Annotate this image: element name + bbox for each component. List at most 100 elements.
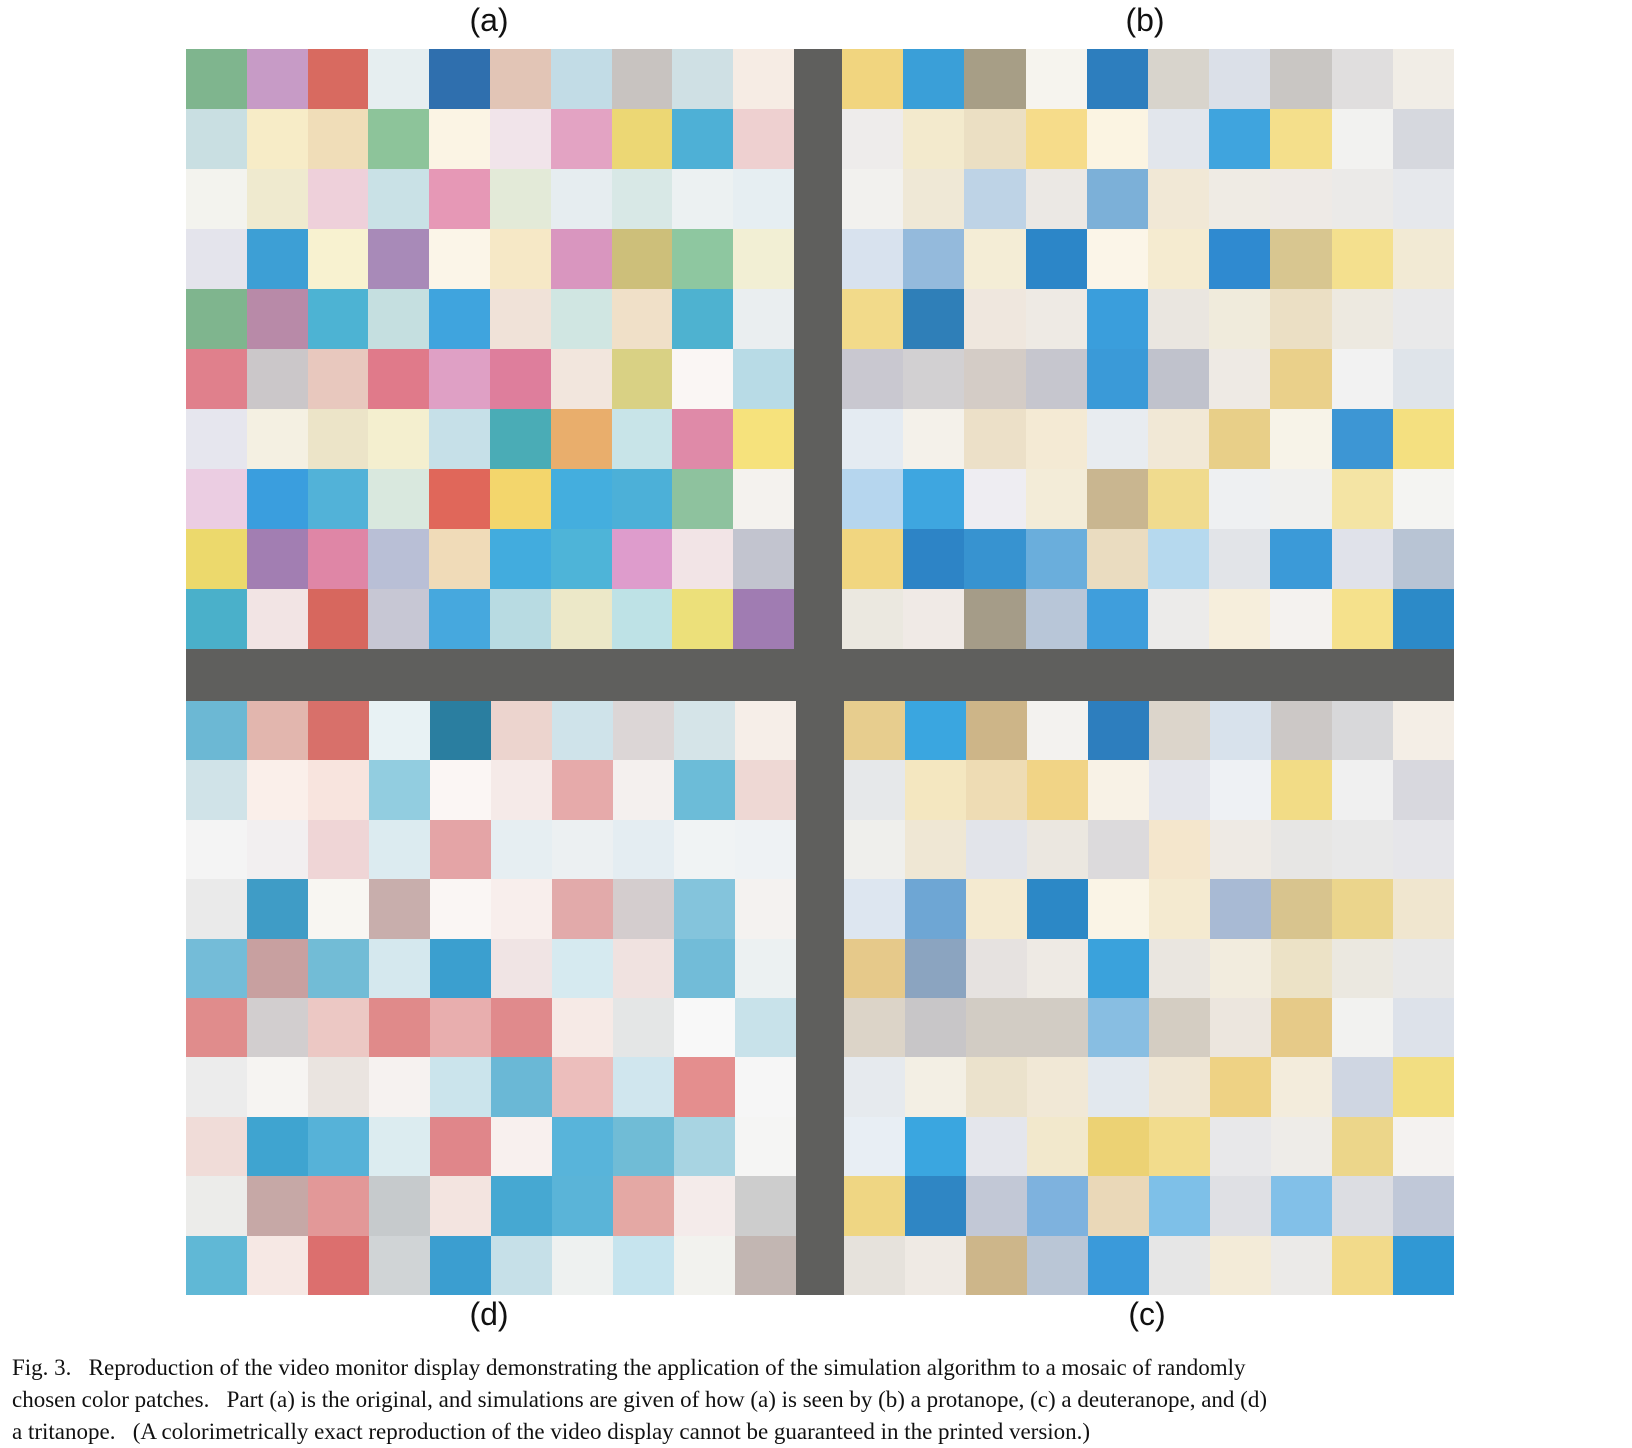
color-patch bbox=[368, 349, 430, 409]
color-patch bbox=[368, 169, 430, 229]
color-patch bbox=[369, 998, 430, 1058]
color-patch bbox=[1149, 1235, 1210, 1295]
color-patch bbox=[307, 529, 369, 589]
color-patch bbox=[1148, 589, 1210, 649]
color-patch bbox=[1027, 998, 1088, 1058]
color-patch bbox=[369, 879, 430, 939]
color-patch bbox=[247, 938, 308, 998]
color-patch bbox=[552, 701, 613, 761]
color-patch bbox=[1393, 938, 1454, 998]
color-patch bbox=[1088, 879, 1149, 939]
color-patch bbox=[1149, 938, 1210, 998]
color-patch bbox=[674, 701, 735, 761]
color-patch bbox=[1209, 49, 1271, 109]
color-patch bbox=[186, 998, 247, 1058]
color-patch bbox=[429, 109, 490, 169]
color-patch bbox=[308, 879, 369, 939]
color-patch bbox=[1149, 1116, 1210, 1177]
color-patch bbox=[369, 1057, 430, 1117]
color-patch bbox=[1270, 289, 1332, 349]
color-patch bbox=[186, 409, 247, 469]
color-patch bbox=[672, 289, 734, 349]
color-patch bbox=[430, 1235, 491, 1295]
color-patch bbox=[491, 701, 552, 761]
color-patch bbox=[369, 1116, 430, 1177]
color-patch bbox=[308, 1057, 369, 1117]
color-patch bbox=[735, 1235, 796, 1295]
color-patch bbox=[1270, 409, 1332, 469]
color-patch bbox=[489, 109, 551, 169]
color-patch bbox=[1088, 1116, 1149, 1177]
color-patch bbox=[1086, 349, 1148, 409]
color-patch bbox=[842, 229, 904, 289]
color-patch bbox=[368, 229, 430, 289]
color-patch bbox=[672, 49, 734, 109]
color-patch bbox=[905, 819, 966, 880]
color-patch bbox=[430, 701, 491, 761]
color-patch bbox=[1025, 109, 1087, 169]
color-patch bbox=[429, 289, 490, 349]
color-patch bbox=[966, 879, 1027, 939]
color-patch bbox=[733, 349, 794, 409]
color-patch bbox=[964, 529, 1026, 589]
color-patch bbox=[1331, 109, 1393, 169]
color-patch bbox=[842, 109, 904, 169]
color-patch bbox=[905, 938, 966, 998]
color-patch bbox=[903, 529, 965, 589]
color-patch bbox=[1027, 1176, 1088, 1236]
color-patch bbox=[368, 49, 430, 109]
color-patch bbox=[186, 289, 247, 349]
color-patch bbox=[903, 229, 965, 289]
color-patch bbox=[903, 589, 965, 649]
color-patch bbox=[613, 938, 674, 998]
color-patch bbox=[1149, 819, 1210, 880]
color-patch bbox=[1025, 529, 1087, 589]
color-patch bbox=[186, 529, 247, 589]
color-patch bbox=[1025, 469, 1087, 529]
color-patch bbox=[733, 289, 794, 349]
color-patch bbox=[1149, 1057, 1210, 1117]
color-patch bbox=[905, 1176, 966, 1236]
color-patch bbox=[246, 49, 308, 109]
color-patch bbox=[733, 109, 794, 169]
color-patch bbox=[842, 289, 904, 349]
color-patch bbox=[429, 229, 490, 289]
color-patch bbox=[308, 1235, 369, 1295]
color-patch bbox=[246, 169, 308, 229]
color-patch bbox=[247, 819, 308, 880]
color-patch bbox=[1270, 349, 1332, 409]
color-patch bbox=[1331, 589, 1393, 649]
color-patch bbox=[308, 760, 369, 820]
color-patch bbox=[1086, 49, 1148, 109]
color-patch bbox=[1086, 109, 1148, 169]
color-patch bbox=[429, 589, 490, 649]
color-patch bbox=[308, 938, 369, 998]
color-patch bbox=[550, 109, 612, 169]
color-patch bbox=[1210, 879, 1271, 939]
color-patch bbox=[966, 701, 1027, 761]
color-patch bbox=[186, 760, 247, 820]
color-patch bbox=[1025, 589, 1087, 649]
color-patch bbox=[550, 289, 612, 349]
color-patch bbox=[186, 1116, 247, 1177]
color-patch bbox=[735, 701, 796, 761]
color-patch bbox=[613, 1116, 674, 1177]
color-patch bbox=[1088, 1176, 1149, 1236]
color-patch bbox=[1088, 819, 1149, 880]
color-patch bbox=[903, 349, 965, 409]
color-patch bbox=[905, 879, 966, 939]
color-patch bbox=[611, 409, 673, 469]
color-patch bbox=[308, 1116, 369, 1177]
color-patch bbox=[735, 998, 796, 1058]
color-patch bbox=[735, 760, 796, 820]
color-patch bbox=[903, 169, 965, 229]
caption-line-3: a tritanope. (A colorimetrically exact r… bbox=[12, 1419, 1091, 1444]
color-patch bbox=[672, 469, 734, 529]
color-patch bbox=[1088, 938, 1149, 998]
color-patch bbox=[611, 289, 673, 349]
color-patch bbox=[1148, 529, 1210, 589]
color-patch bbox=[1209, 409, 1271, 469]
color-patch bbox=[429, 169, 490, 229]
color-patch bbox=[1331, 169, 1393, 229]
color-patch bbox=[430, 1176, 491, 1236]
